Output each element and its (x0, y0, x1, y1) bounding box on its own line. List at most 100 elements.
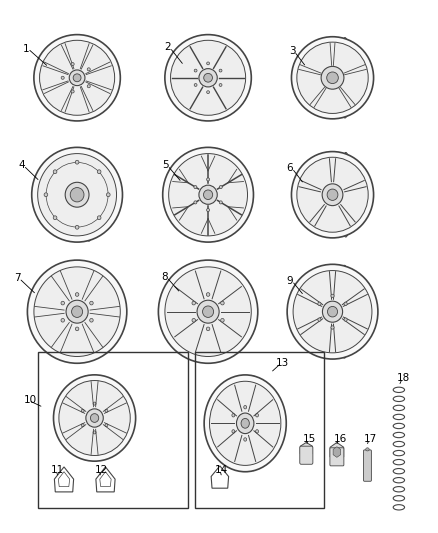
Ellipse shape (69, 70, 85, 86)
Ellipse shape (90, 414, 99, 422)
Ellipse shape (297, 42, 368, 114)
Ellipse shape (70, 188, 84, 202)
Ellipse shape (165, 267, 251, 357)
Ellipse shape (39, 41, 115, 115)
Ellipse shape (66, 300, 88, 323)
Text: 13: 13 (276, 358, 289, 368)
Text: 4: 4 (18, 160, 25, 171)
FancyBboxPatch shape (364, 450, 371, 481)
Ellipse shape (221, 318, 224, 322)
Ellipse shape (211, 148, 224, 241)
Ellipse shape (204, 74, 212, 82)
Ellipse shape (38, 154, 117, 236)
Ellipse shape (75, 293, 79, 296)
Ellipse shape (340, 152, 352, 237)
Text: 9: 9 (287, 276, 293, 286)
Ellipse shape (192, 318, 195, 322)
Ellipse shape (34, 267, 120, 357)
Ellipse shape (105, 409, 108, 413)
Ellipse shape (170, 41, 246, 115)
Ellipse shape (207, 91, 209, 94)
Ellipse shape (81, 424, 84, 427)
Text: 11: 11 (51, 465, 64, 474)
Ellipse shape (32, 147, 123, 242)
Ellipse shape (244, 406, 247, 409)
Ellipse shape (65, 182, 89, 207)
Text: 14: 14 (215, 465, 228, 474)
Text: 1: 1 (22, 44, 29, 53)
Ellipse shape (327, 72, 338, 84)
Ellipse shape (256, 414, 258, 417)
Ellipse shape (61, 318, 64, 322)
Ellipse shape (291, 37, 374, 119)
Ellipse shape (206, 327, 210, 330)
Ellipse shape (53, 170, 57, 174)
Ellipse shape (194, 69, 197, 72)
Ellipse shape (194, 185, 197, 189)
Text: 10: 10 (23, 395, 36, 406)
Ellipse shape (159, 260, 258, 364)
Ellipse shape (339, 37, 351, 118)
Ellipse shape (237, 413, 254, 434)
Ellipse shape (321, 67, 344, 89)
Ellipse shape (93, 431, 96, 434)
Text: 2: 2 (164, 43, 171, 52)
Ellipse shape (81, 376, 92, 461)
Ellipse shape (53, 375, 136, 461)
Ellipse shape (318, 318, 321, 321)
Ellipse shape (80, 36, 92, 120)
Text: 7: 7 (14, 273, 21, 283)
Text: 18: 18 (397, 373, 410, 383)
Ellipse shape (105, 424, 108, 427)
Ellipse shape (247, 376, 259, 471)
Ellipse shape (244, 438, 247, 441)
Ellipse shape (207, 208, 209, 212)
Ellipse shape (297, 157, 368, 232)
Ellipse shape (287, 264, 378, 359)
Text: 8: 8 (161, 272, 168, 282)
Ellipse shape (212, 36, 224, 120)
Ellipse shape (219, 185, 222, 189)
Ellipse shape (199, 185, 217, 204)
Ellipse shape (206, 293, 210, 296)
Ellipse shape (61, 261, 75, 362)
Ellipse shape (344, 302, 347, 305)
Ellipse shape (75, 160, 79, 164)
Ellipse shape (97, 216, 101, 220)
Ellipse shape (209, 381, 281, 465)
Ellipse shape (90, 318, 93, 322)
Ellipse shape (93, 402, 96, 405)
FancyBboxPatch shape (300, 446, 313, 464)
Ellipse shape (75, 327, 79, 330)
Ellipse shape (34, 35, 120, 121)
Ellipse shape (83, 148, 95, 241)
Ellipse shape (61, 301, 64, 305)
Ellipse shape (59, 381, 130, 456)
Ellipse shape (97, 170, 101, 174)
Ellipse shape (327, 189, 338, 200)
Ellipse shape (165, 35, 251, 121)
Ellipse shape (71, 90, 74, 93)
Text: 6: 6 (287, 163, 293, 173)
Ellipse shape (61, 76, 64, 79)
Ellipse shape (338, 265, 351, 358)
Ellipse shape (210, 261, 224, 362)
Ellipse shape (322, 184, 343, 206)
Text: 15: 15 (303, 434, 316, 445)
Ellipse shape (87, 68, 90, 71)
Ellipse shape (71, 62, 74, 66)
Polygon shape (300, 442, 312, 457)
Ellipse shape (202, 306, 214, 318)
Ellipse shape (81, 409, 84, 413)
Ellipse shape (192, 301, 195, 305)
Ellipse shape (87, 85, 90, 88)
Ellipse shape (199, 69, 217, 87)
Ellipse shape (232, 430, 235, 433)
Text: 16: 16 (333, 434, 346, 445)
Ellipse shape (219, 69, 222, 72)
Ellipse shape (44, 193, 48, 197)
Ellipse shape (291, 151, 374, 238)
Ellipse shape (90, 301, 93, 305)
FancyBboxPatch shape (330, 448, 344, 466)
Text: 17: 17 (364, 434, 377, 445)
